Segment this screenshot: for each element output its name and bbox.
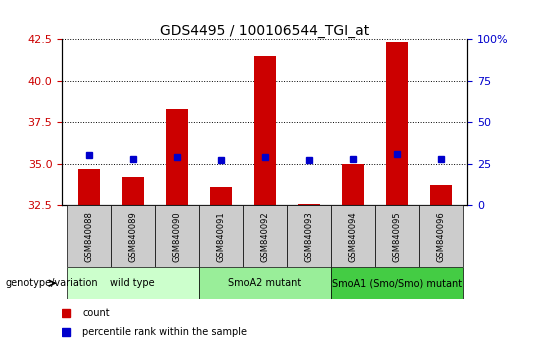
Text: GSM840091: GSM840091: [216, 211, 225, 262]
Text: GSM840088: GSM840088: [84, 211, 93, 262]
Bar: [111, 205, 154, 267]
Text: wild type: wild type: [110, 278, 155, 288]
Text: GSM840090: GSM840090: [172, 211, 181, 262]
Text: GSM840096: GSM840096: [436, 211, 445, 262]
Title: GDS4495 / 100106544_TGI_at: GDS4495 / 100106544_TGI_at: [160, 24, 369, 38]
Text: count: count: [82, 308, 110, 318]
Bar: [342, 164, 363, 205]
Bar: [386, 42, 408, 205]
Bar: [166, 109, 187, 205]
Text: SmoA1 (Smo/Smo) mutant: SmoA1 (Smo/Smo) mutant: [332, 278, 462, 288]
Bar: [430, 185, 451, 205]
Bar: [78, 169, 99, 205]
Bar: [418, 205, 463, 267]
Text: GSM840095: GSM840095: [392, 211, 401, 262]
Bar: [298, 204, 320, 205]
Bar: [330, 267, 463, 299]
Bar: [199, 267, 330, 299]
Text: GSM840089: GSM840089: [128, 211, 137, 262]
Bar: [242, 205, 287, 267]
Bar: [330, 205, 375, 267]
Bar: [254, 56, 275, 205]
Text: SmoA2 mutant: SmoA2 mutant: [228, 278, 301, 288]
Text: GSM840093: GSM840093: [304, 211, 313, 262]
Bar: [375, 205, 418, 267]
Bar: [66, 267, 199, 299]
Text: percentile rank within the sample: percentile rank within the sample: [82, 327, 247, 337]
Text: GSM840092: GSM840092: [260, 211, 269, 262]
Bar: [66, 205, 111, 267]
Text: genotype/variation: genotype/variation: [5, 278, 98, 288]
Text: GSM840094: GSM840094: [348, 211, 357, 262]
Bar: [199, 205, 242, 267]
Bar: [287, 205, 330, 267]
Bar: [154, 205, 199, 267]
Bar: [210, 187, 232, 205]
Bar: [122, 177, 144, 205]
